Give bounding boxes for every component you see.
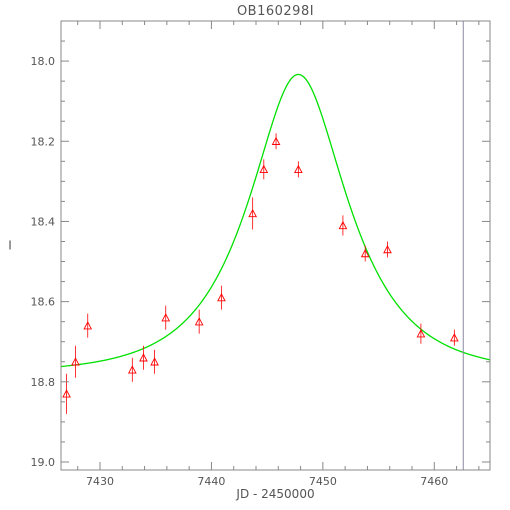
triangle-marker: [338, 220, 348, 230]
triangle-marker: [161, 313, 171, 322]
triangle-marker: [150, 357, 159, 366]
triangle-marker: [127, 365, 137, 374]
chart-title: OB160298I: [237, 4, 314, 19]
triangle-marker: [248, 208, 258, 218]
triangle-marker: [194, 317, 204, 326]
triangle-marker: [271, 136, 281, 145]
data-points-layer: [62, 133, 459, 414]
model-curve: [60, 73, 491, 368]
data-point: [449, 329, 459, 346]
x-tick-label: 7430: [86, 475, 114, 488]
triangle-marker: [71, 357, 80, 366]
triangle-marker: [293, 164, 303, 174]
data-point: [62, 373, 71, 414]
data-point: [338, 215, 348, 236]
x-tick-label: 7460: [420, 475, 448, 488]
triangle-marker: [139, 353, 148, 362]
plot-frame: [60, 20, 491, 471]
x-axis-title: JD - 2450000: [235, 487, 314, 501]
data-point: [83, 313, 93, 338]
model-curve-layer: [60, 73, 491, 368]
data-point: [161, 305, 171, 330]
triangle-marker: [416, 329, 426, 338]
y-axis-title: I: [8, 239, 12, 253]
data-point: [248, 197, 258, 230]
data-point: [150, 349, 159, 374]
triangle-marker: [62, 389, 71, 398]
data-point: [139, 345, 148, 370]
data-point: [259, 159, 269, 180]
y-tick-label: 18.6: [31, 296, 56, 309]
triangle-marker: [383, 244, 392, 254]
triangle-marker: [449, 333, 459, 342]
y-tick-label: 18.8: [31, 376, 56, 389]
x-tick-label: 7450: [309, 475, 337, 488]
data-point: [127, 357, 137, 382]
axis-ticks: 7430 7440 7450 7460 18.0 18.2 18.4 18.6 18.8 19.0: [31, 20, 490, 488]
y-tick-label: 19.0: [31, 456, 56, 469]
data-point: [71, 345, 80, 378]
y-tick-label: 18.0: [31, 55, 56, 68]
data-point: [383, 241, 392, 258]
triangle-marker: [217, 293, 226, 302]
data-point: [194, 309, 204, 334]
triangle-marker: [259, 164, 269, 174]
y-tick-label: 18.2: [31, 135, 56, 148]
data-point: [416, 323, 426, 344]
data-point: [360, 245, 370, 262]
data-point: [271, 133, 281, 150]
y-tick-label: 18.4: [31, 215, 56, 228]
x-tick-label: 7440: [197, 475, 225, 488]
data-point: [293, 161, 303, 178]
triangle-marker: [360, 248, 370, 258]
data-point: [217, 285, 226, 310]
triangle-marker: [83, 321, 93, 330]
